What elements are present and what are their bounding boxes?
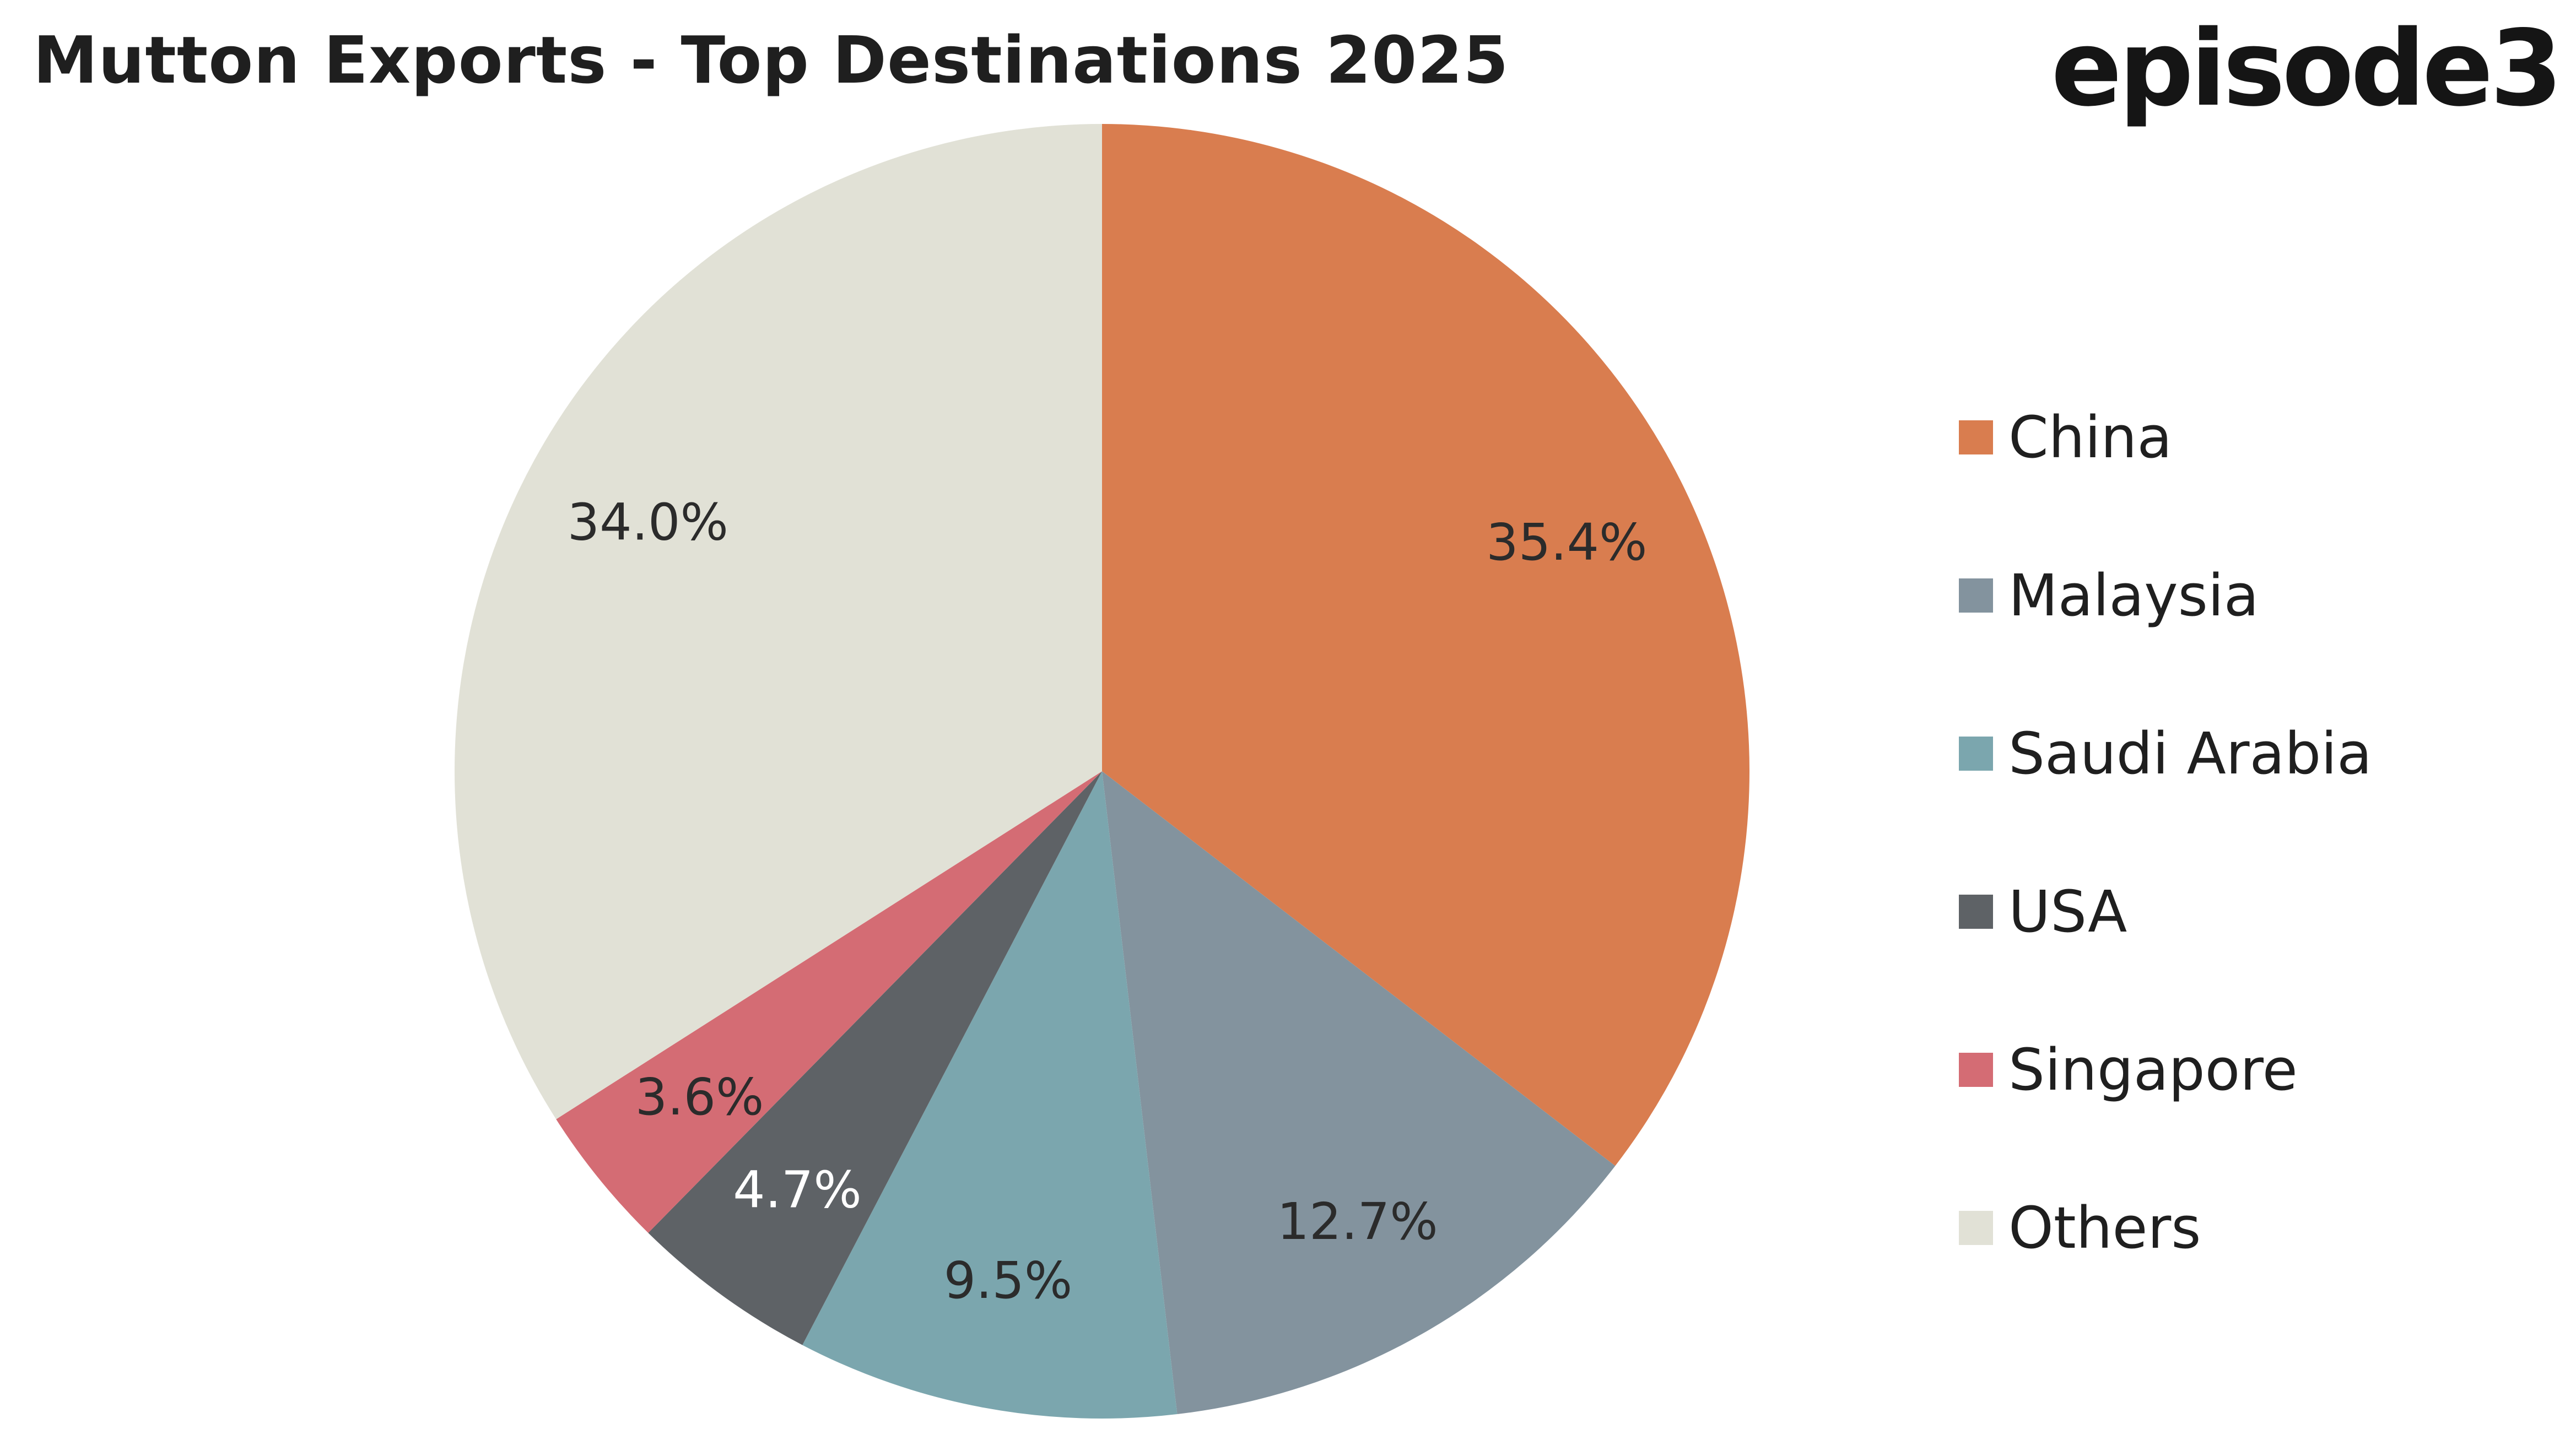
- slice-value-label-others: 34.0%: [568, 493, 728, 552]
- legend: China Malaysia Saudi Arabia USA Singapor…: [1959, 358, 2372, 1307]
- legend-label-saudi-arabia: Saudi Arabia: [2008, 719, 2372, 787]
- legend-swatch-usa: [1959, 894, 1993, 929]
- legend-label-others: Others: [2008, 1194, 2201, 1262]
- pie-slice-singapore: [556, 771, 1102, 1233]
- pie-value-labels: 35.4% 12.7% 9.5% 4.7% 3.6% 34.0%: [568, 493, 1648, 1310]
- slice-value-label-china: 35.4%: [1486, 513, 1647, 572]
- legend-label-usa: USA: [2008, 878, 2127, 945]
- slice-value-label-malaysia: 12.7%: [1277, 1192, 1438, 1251]
- legend-item-others: Others: [1959, 1149, 2372, 1307]
- legend-item-malaysia: Malaysia: [1959, 516, 2372, 674]
- episode3-logo: episode3: [2051, 8, 2563, 129]
- slice-value-label-saudi-arabia: 9.5%: [944, 1251, 1073, 1310]
- pie-slice-usa: [648, 771, 1102, 1345]
- chart-title: Mutton Exports - Top Destinations 2025: [33, 22, 1509, 98]
- pie-slice-saudi-arabia: [802, 771, 1178, 1419]
- legend-item-singapore: Singapore: [1959, 990, 2372, 1149]
- legend-label-malaysia: Malaysia: [2008, 561, 2259, 629]
- pie-slice-malaysia: [1102, 771, 1616, 1415]
- legend-item-saudi-arabia: Saudi Arabia: [1959, 674, 2372, 832]
- legend-swatch-singapore: [1959, 1052, 1993, 1087]
- legend-label-singapore: Singapore: [2008, 1036, 2298, 1103]
- legend-swatch-china: [1959, 420, 1993, 454]
- legend-swatch-saudi-arabia: [1959, 736, 1993, 771]
- legend-swatch-malaysia: [1959, 578, 1993, 613]
- legend-item-usa: USA: [1959, 832, 2372, 990]
- pie-slice-china: [1102, 124, 1749, 1166]
- slice-value-label-singapore: 3.6%: [635, 1068, 764, 1127]
- legend-label-china: China: [2008, 403, 2173, 471]
- legend-item-china: China: [1959, 358, 2372, 516]
- pie-slice-others: [454, 124, 1102, 1119]
- legend-swatch-others: [1959, 1210, 1993, 1245]
- pie-slices: [454, 124, 1749, 1419]
- slice-value-label-usa: 4.7%: [733, 1161, 862, 1220]
